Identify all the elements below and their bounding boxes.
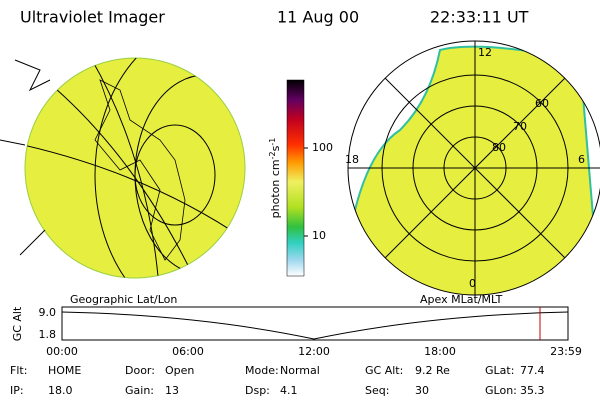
- x-label: 12:00: [298, 345, 330, 358]
- info-value: Normal: [280, 364, 320, 377]
- info-value: Open: [165, 364, 194, 377]
- x-label: 06:00: [172, 345, 204, 358]
- info-value: 35.3: [520, 384, 545, 397]
- y-label: 9.0: [39, 306, 57, 319]
- header: Ultraviolet Imager 11 Aug 00 22:33:11 UT: [20, 8, 529, 27]
- info-label: GC Alt:: [365, 364, 403, 377]
- x-label: 23:59: [550, 345, 582, 358]
- info-value: HOME: [48, 364, 81, 377]
- x-label: 00:00: [46, 345, 78, 358]
- left-globe: [0, 57, 246, 279]
- axis-label: GC Alt: [11, 306, 24, 341]
- colorbar-label: photon cm-2s-1: [268, 138, 283, 219]
- colorbar-tick: 10: [312, 229, 326, 242]
- colorbar: 100 10 photon cm-2s-1: [268, 79, 333, 277]
- info-label: Door:: [125, 364, 155, 377]
- mlt-label: 6: [578, 153, 585, 166]
- lat-label: 80: [492, 141, 506, 154]
- y-label: 1.8: [39, 328, 57, 341]
- info-label: Flt:: [10, 364, 27, 377]
- info-value: 13: [165, 384, 179, 397]
- orbit-plot: Geographic Lat/Lon Apex MLat/MLT GC Alt …: [11, 293, 582, 358]
- x-label: 18:00: [424, 345, 456, 358]
- panel-label: Geographic Lat/Lon: [70, 293, 177, 306]
- info-value: 30: [415, 384, 429, 397]
- mlt-label: 18: [345, 153, 359, 166]
- lat-label: 70: [513, 120, 527, 133]
- lat-label: 60: [535, 97, 549, 110]
- info: Flt: HOME Door: Open Mode: Normal GC Alt: 9.2 R…: [10, 364, 545, 397]
- time: 22:33:11 UT: [430, 8, 529, 27]
- info-value: 9.2 Re: [415, 364, 450, 377]
- right-polar: 12 18 6 0 60 70 80: [345, 40, 600, 296]
- date: 11 Aug 00: [277, 8, 359, 27]
- mlt-label: 0: [469, 277, 476, 290]
- colorbar-tick: 100: [312, 141, 333, 154]
- info-label: Mode:: [245, 364, 279, 377]
- info-label: Gain:: [125, 384, 154, 397]
- info-value: 18.0: [48, 384, 73, 397]
- info-value: 77.4: [520, 364, 545, 377]
- mlt-label: 12: [478, 46, 492, 59]
- info-label: GLat:: [485, 364, 514, 377]
- panel-label: Apex MLat/MLT: [420, 293, 503, 306]
- info-label: Seq:: [365, 384, 389, 397]
- title: Ultraviolet Imager: [20, 8, 165, 27]
- info-label: Dsp:: [245, 384, 270, 397]
- info-label: GLon:: [485, 384, 517, 397]
- info-value: 4.1: [280, 384, 298, 397]
- info-label: IP:: [10, 384, 24, 397]
